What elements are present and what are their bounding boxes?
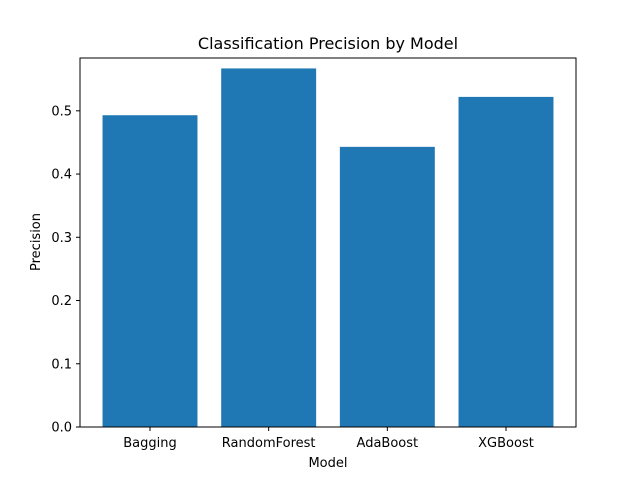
y-tick-label: 0.0 (51, 421, 72, 436)
x-tick-label: RandomForest (222, 436, 316, 451)
x-axis-title: Model (308, 456, 347, 471)
bar-xgboost (458, 96, 554, 427)
y-axis: 0.0 0.1 0.2 0.3 0.4 0.5 (51, 104, 80, 436)
y-tick-label: 0.5 (51, 104, 72, 119)
chart-title: Classification Precision by Model (198, 34, 458, 53)
y-tick-label: 0.2 (51, 294, 72, 309)
x-tick-label: XGBoost (478, 436, 534, 451)
bar-randomforest (221, 68, 317, 427)
x-tick-label: Bagging (123, 436, 177, 451)
x-axis: Bagging RandomForest AdaBoost XGBoost (123, 427, 534, 451)
y-tick-label: 0.4 (51, 168, 72, 183)
x-tick-label: AdaBoost (357, 436, 419, 451)
bars-group (102, 68, 554, 428)
y-tick-label: 0.1 (51, 357, 72, 372)
bar-bagging (102, 115, 198, 428)
y-tick-label: 0.3 (51, 231, 72, 246)
bar-adaboost (339, 146, 435, 428)
y-axis-title: Precision (29, 213, 44, 271)
plot-frame (79, 57, 577, 428)
